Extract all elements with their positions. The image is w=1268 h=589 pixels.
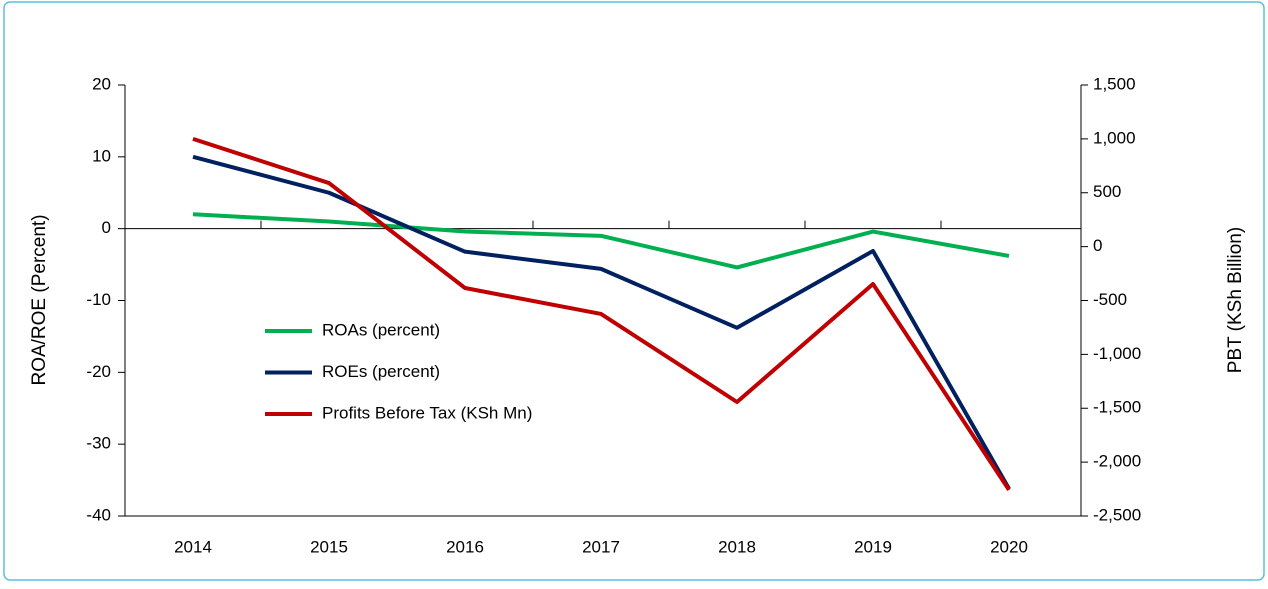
y2-tick-label: -2,000 [1093, 452, 1141, 471]
y2-tick-label: 1,000 [1093, 128, 1136, 147]
legend-label: ROEs (percent) [322, 362, 440, 381]
y-tick-label: 0 [102, 218, 111, 237]
legend-label: ROAs (percent) [322, 320, 440, 339]
y2-tick-label: -1,500 [1093, 398, 1141, 417]
data-line [192, 212, 1010, 270]
x-tick-label: 2017 [582, 537, 620, 556]
y-tick-label: -40 [86, 505, 111, 524]
y-tick-label: -20 [86, 362, 111, 381]
y-axis-title: ROA/ROE (Percent) [29, 214, 50, 385]
x-tick-label: 2019 [854, 537, 892, 556]
x-tick-label: 2015 [310, 537, 348, 556]
frame [3, 1, 1265, 581]
y2-tick-label: -500 [1093, 290, 1127, 309]
x-tick-label: 2018 [718, 537, 756, 556]
y2-tick-label: -2,500 [1093, 505, 1141, 524]
x-tick-label: 2014 [174, 537, 212, 556]
y2-axis-title: PBT (KSh Billion) [1225, 227, 1246, 373]
x-tick-label: 2020 [990, 537, 1028, 556]
y2-tick-label: -1,000 [1093, 344, 1141, 363]
data-line [192, 154, 1011, 490]
x-tick-label: 2016 [446, 537, 484, 556]
y-tick-label: 10 [92, 146, 111, 165]
y-tick-label: 20 [92, 74, 111, 93]
y-tick-label: -10 [86, 290, 111, 309]
y2-tick-label: 500 [1093, 182, 1121, 201]
y-tick-label: -30 [86, 434, 111, 453]
data-line [192, 136, 1011, 492]
y2-tick-label: 1,500 [1093, 74, 1136, 93]
y2-tick-label: 0 [1093, 236, 1102, 255]
legend-label: Profits Before Tax (KSh Mn) [322, 403, 532, 422]
